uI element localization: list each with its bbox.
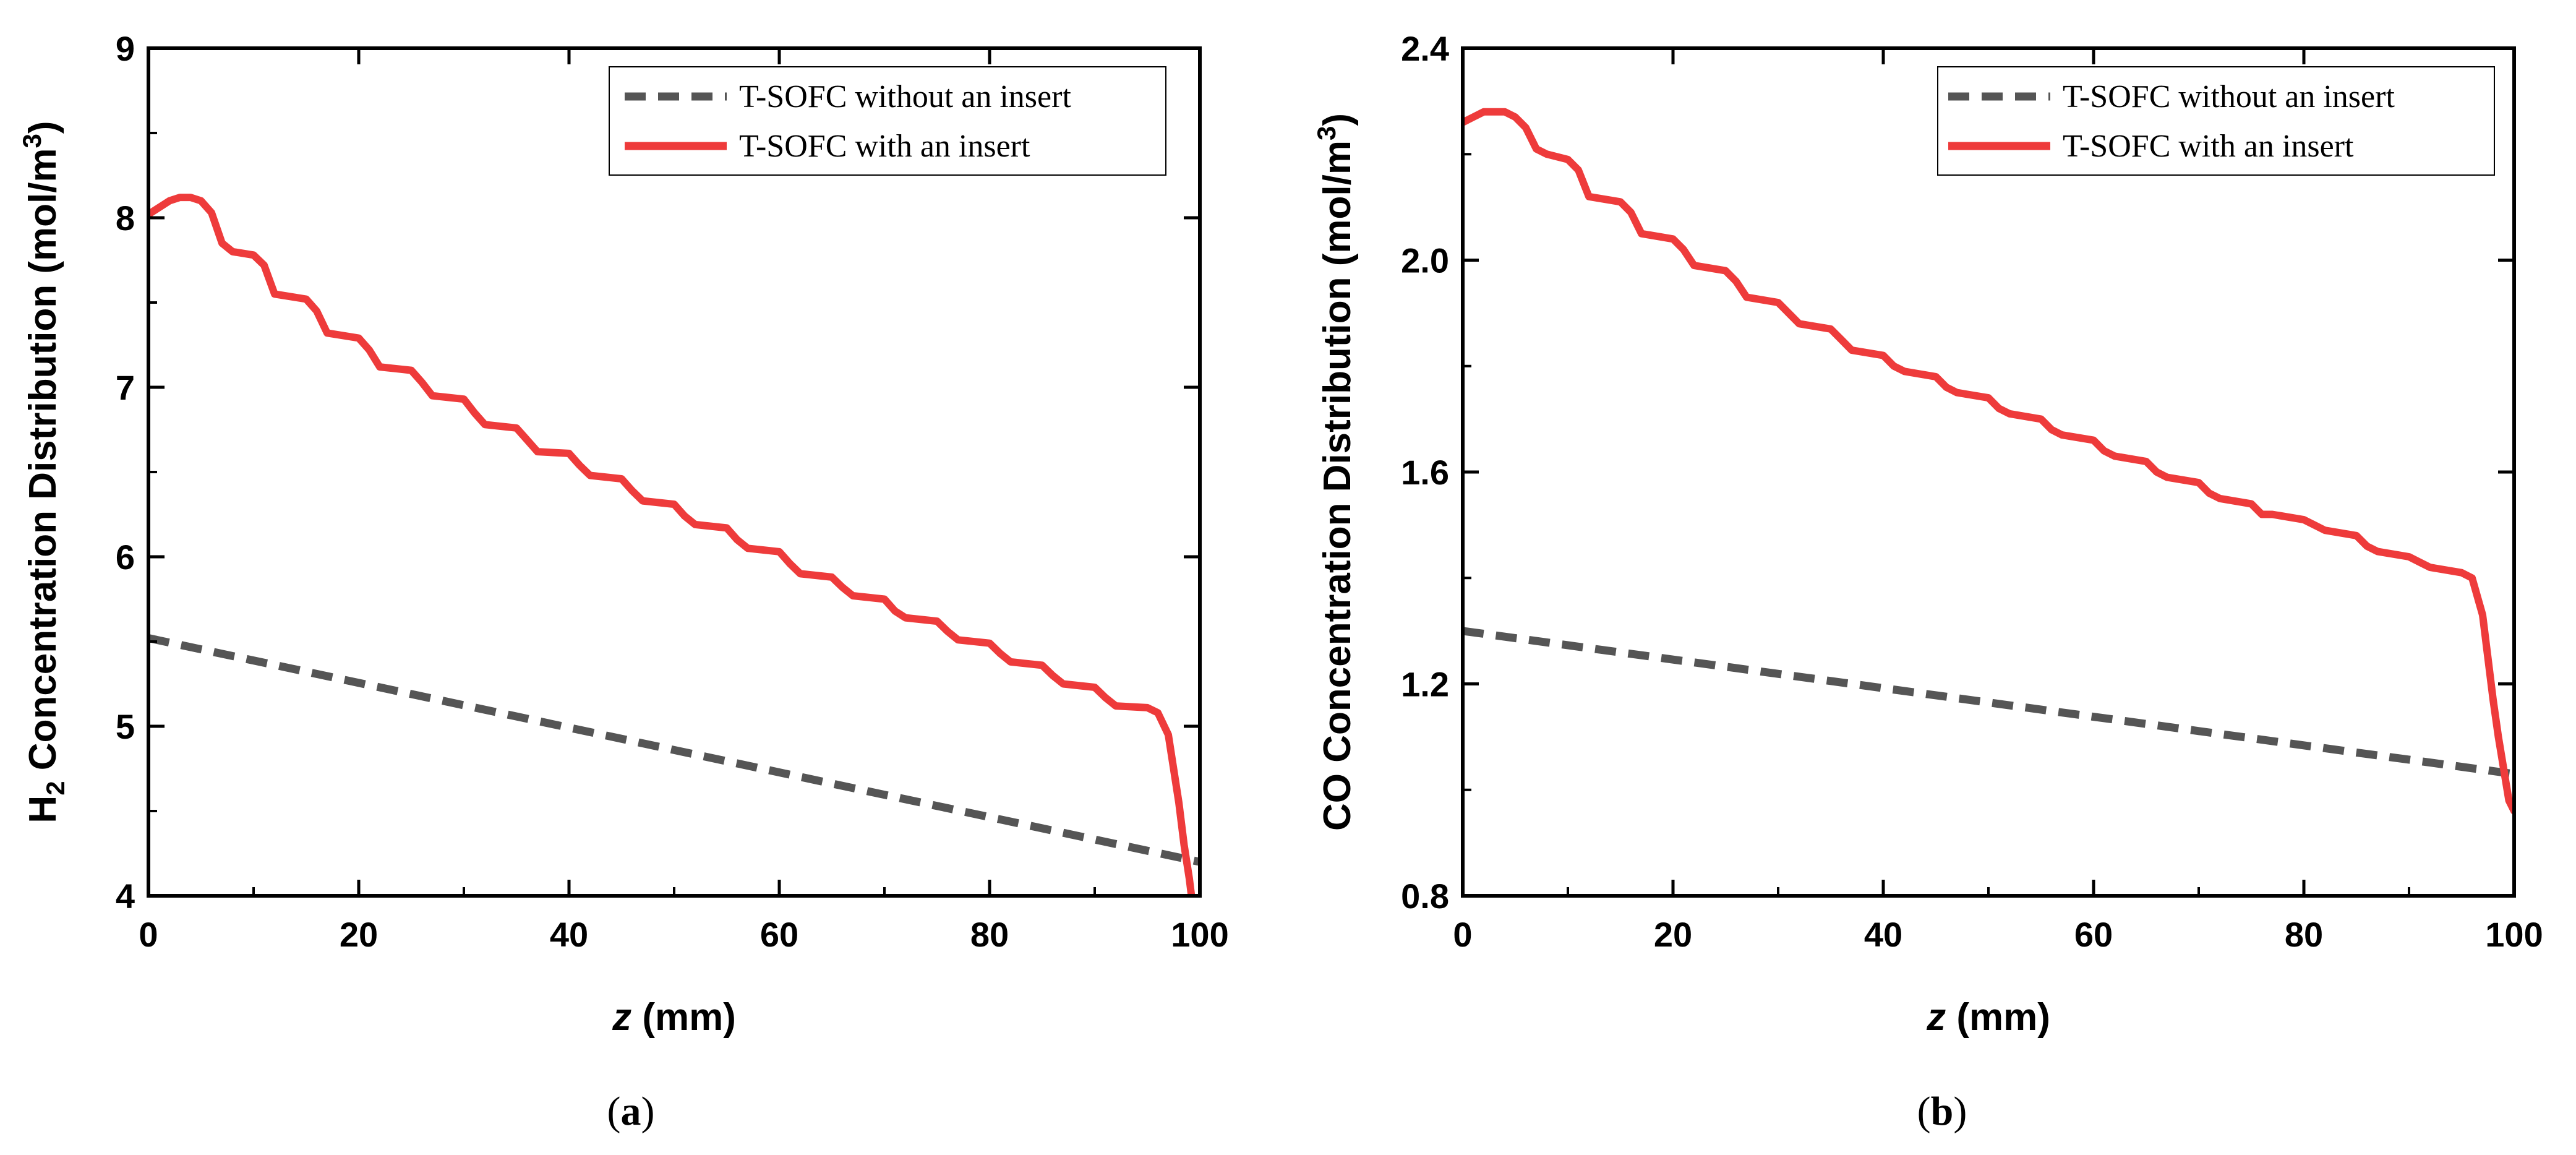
panel-a-x-axis-title: z (mm) — [612, 996, 736, 1039]
panel-b-x-tick-label: 0 — [1453, 915, 1472, 954]
panel-b-x-tick-label: 20 — [1654, 915, 1692, 954]
panel-a-ylabel-prefix: H — [22, 796, 64, 823]
panel-a-y-tick-label: 8 — [116, 199, 135, 238]
panel-b-ylabel-middle: Concentration Distribution (mol/m — [1316, 140, 1359, 773]
panel-a-gridless-plot: 0 20 40 60 80 100 4 5 6 7 8 9 — [116, 29, 1229, 954]
panel-b-y-tick-label: 1.6 — [1401, 453, 1449, 492]
panel-a-x-tick-label: 100 — [1171, 915, 1228, 954]
panel-b-ylabel-suffix: ) — [1316, 113, 1359, 126]
panel-b-legend: T-SOFC without an insert T-SOFC with an … — [1937, 66, 2495, 176]
panel-a-y-tick-label: 9 — [116, 29, 135, 68]
panel-b: 0 20 40 60 80 100 0.8 1.2 1.6 2.0 2.4 T-SOFC witho… — [1312, 29, 2543, 1134]
panel-b-xlabel-rest: (mm) — [1946, 996, 2050, 1039]
panel-b-y-axis-title: CO Concentration Distribution (mol/m3) — [1312, 113, 1359, 831]
panel-a-y-axis-title: H2 Concentration Distribution (mol/m3) — [17, 121, 70, 823]
panel-b-series-with-insert-line — [1463, 108, 2514, 815]
panel-a-y-tick-label: 6 — [116, 538, 135, 577]
panel-a-legend-label-without-insert: T-SOFC without an insert — [739, 79, 1071, 114]
panel-a-xlabel-italic: z — [612, 996, 631, 1039]
panel-a-x-tick-label: 60 — [760, 915, 798, 954]
panel-b-plot-frame — [1461, 46, 2516, 898]
panel-a: 0 20 40 60 80 100 4 5 6 7 8 9 T-SOFC without an ins… — [17, 29, 1229, 1134]
panel-a-legend: T-SOFC without an insert T-SOFC with an … — [609, 66, 1166, 176]
panel-a-series-without-insert-line — [148, 634, 1200, 866]
panel-a-legend-label-with-insert: T-SOFC with an insert — [739, 129, 1030, 164]
panel-b-x-tick-label: 80 — [2285, 915, 2323, 954]
panel-a-legend-box — [609, 66, 1166, 176]
panel-a-label: (a) — [607, 1089, 655, 1134]
panel-b-legend-box — [1937, 66, 2495, 176]
panel-a-label-letter: a — [621, 1089, 641, 1134]
panel-b-label: (b) — [1917, 1089, 1967, 1134]
panel-b-y-tick-label: 2.0 — [1401, 241, 1449, 280]
panel-a-y-tick-label: 4 — [116, 877, 135, 916]
panel-b-y-tick-label: 2.4 — [1401, 29, 1449, 68]
panel-b-series-without-insert-line — [1463, 627, 2514, 778]
panel-b-x-axis-title: z (mm) — [1926, 996, 2050, 1039]
panel-a-x-tick-label: 0 — [139, 915, 158, 954]
panel-b-ylabel-prefix: CO — [1316, 773, 1359, 831]
panel-a-ylabel-middle: Concentration Distribution (mol/m — [22, 148, 64, 781]
panel-a-series-with-insert-line — [148, 194, 1196, 896]
panel-b-x-tick-label: 100 — [2485, 915, 2543, 954]
panel-b-label-letter: b — [1931, 1089, 1954, 1134]
panel-a-ylabel-suffix: ) — [22, 121, 64, 134]
panel-a-y-tick-label: 7 — [116, 368, 135, 407]
panel-b-x-tick-label: 40 — [1864, 915, 1902, 954]
panel-b-legend-label-without-insert: T-SOFC without an insert — [2063, 79, 2395, 114]
panel-a-xlabel-rest: (mm) — [631, 996, 736, 1039]
panel-a-ylabel-superscript: 3 — [17, 134, 46, 148]
panel-b-legend-label-with-insert: T-SOFC with an insert — [2063, 129, 2354, 164]
panel-a-y-tick-label: 5 — [116, 707, 135, 746]
panel-b-ylabel-superscript: 3 — [1312, 126, 1341, 140]
panel-b-y-tick-label: 0.8 — [1401, 877, 1449, 916]
panel-a-ylabel-subscript: 2 — [41, 781, 70, 795]
panel-b-xlabel-italic: z — [1926, 996, 1946, 1039]
panel-a-x-tick-label: 20 — [340, 915, 378, 954]
panel-b-y-tick-label: 1.2 — [1401, 665, 1449, 704]
panel-a-plot-frame — [147, 46, 1202, 898]
panel-a-x-tick-label: 40 — [550, 915, 588, 954]
panel-b-x-tick-label: 60 — [2074, 915, 2113, 954]
panel-a-x-tick-label: 80 — [970, 915, 1009, 954]
